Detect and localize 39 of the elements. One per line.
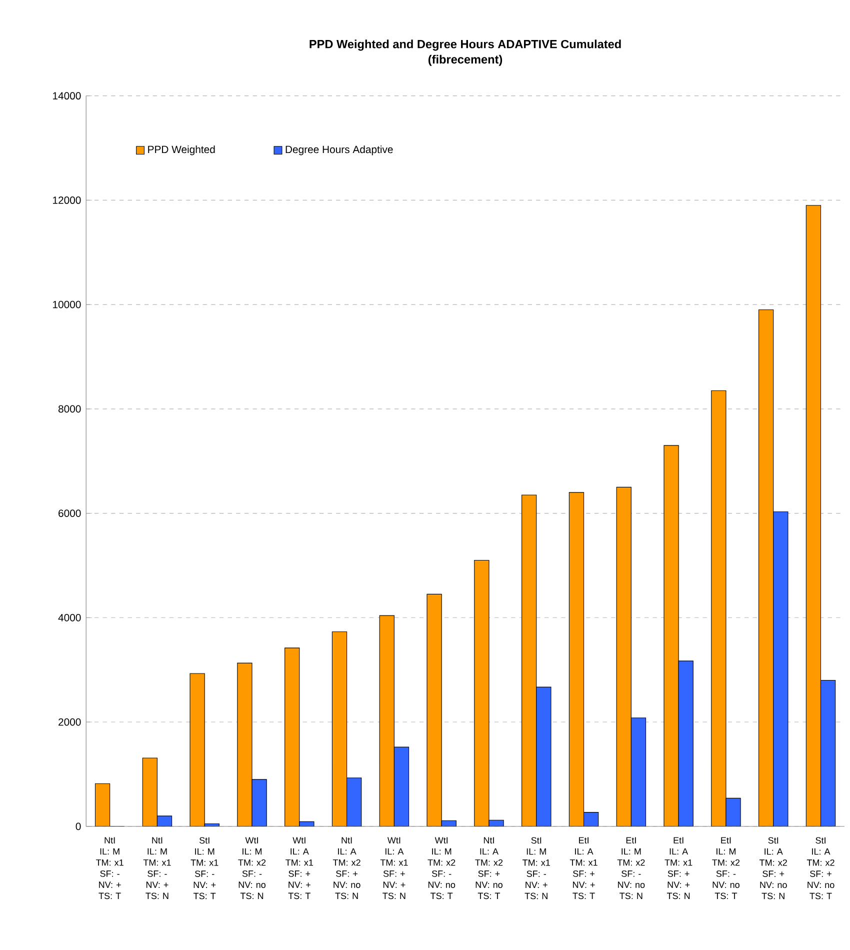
- y-tick-label: 14000: [53, 92, 81, 100]
- y-tick-label: 2000: [58, 718, 81, 726]
- bar: [630, 718, 646, 826]
- x-tick-label: WtI IL: A TM: x1 SF: + NV: + TS: T: [286, 837, 313, 900]
- x-tick-label: StI IL: A TM: x2 SF: + NV: no TS: T: [806, 837, 834, 900]
- x-tick-label: NtI IL: A TM: x2 SF: + NV: no TS: T: [475, 837, 503, 900]
- bar: [773, 511, 788, 826]
- y-tick-label: 8000: [58, 405, 81, 413]
- bar: [678, 660, 694, 826]
- x-tick-label: NtI IL: M TM: x1 SF: - NV: + TS: T: [96, 837, 124, 900]
- x-tick-label: StI IL: M TM: x1 SF: - NV: + TS: N: [522, 837, 550, 900]
- x-tick-label: EtI IL: M TM: x2 SF: - NV: no TS: N: [617, 837, 645, 900]
- x-tick-label: EtI IL: A TM: x1 SF: + NV: + TS: N: [664, 837, 692, 900]
- y-tick-label: 6000: [58, 510, 81, 517]
- bar: [252, 779, 267, 826]
- x-tick-label: WtI IL: M TM: x2 SF: - NV: no TS: N: [238, 837, 266, 900]
- legend-label: Degree Hours Adaptive: [286, 145, 393, 156]
- chart-subtitle: (fibrecement): [428, 54, 502, 66]
- y-tick-label: 0: [76, 822, 81, 830]
- y-tick-label: 10000: [53, 300, 81, 308]
- bar: [820, 680, 836, 826]
- y-tick-label: 4000: [58, 614, 81, 622]
- chart-title: PPD Weighted and Degree Hours ADAPTIVE Cumulated: [310, 40, 621, 51]
- x-tick-label: StI IL: A TM: x2 SF: + NV: no TS: N: [760, 837, 787, 900]
- y-tick-label: 12000: [53, 196, 81, 204]
- x-tick-label: EtI IL: A TM: x1 SF: + NV: + TS: T: [570, 837, 598, 900]
- bar: [346, 778, 362, 826]
- bar: [394, 746, 410, 826]
- legend-label: PPD Weighted: [148, 145, 215, 156]
- bar: [583, 812, 599, 826]
- bar: [536, 686, 552, 826]
- x-tick-label: NtI IL: M TM: x1 SF: - NV: + TS: N: [143, 837, 171, 900]
- bar: [94, 783, 110, 826]
- x-tick-label: EtI IL: M TM: x2 SF: - NV: no TS: T: [712, 837, 740, 900]
- x-tick-label: NtI IL: A TM: x2 SF: + NV: no TS: N: [332, 837, 360, 900]
- x-tick-label: StI IL: M TM: x1 SF: - NV: + TS: T: [190, 837, 218, 900]
- bar: [726, 798, 741, 826]
- x-tick-label: WtI IL: M TM: x2 SF: - NV: no TS: T: [428, 837, 456, 900]
- x-tick-label: WtI IL: A TM: x1 SF: + NV: + TS: N: [380, 837, 408, 900]
